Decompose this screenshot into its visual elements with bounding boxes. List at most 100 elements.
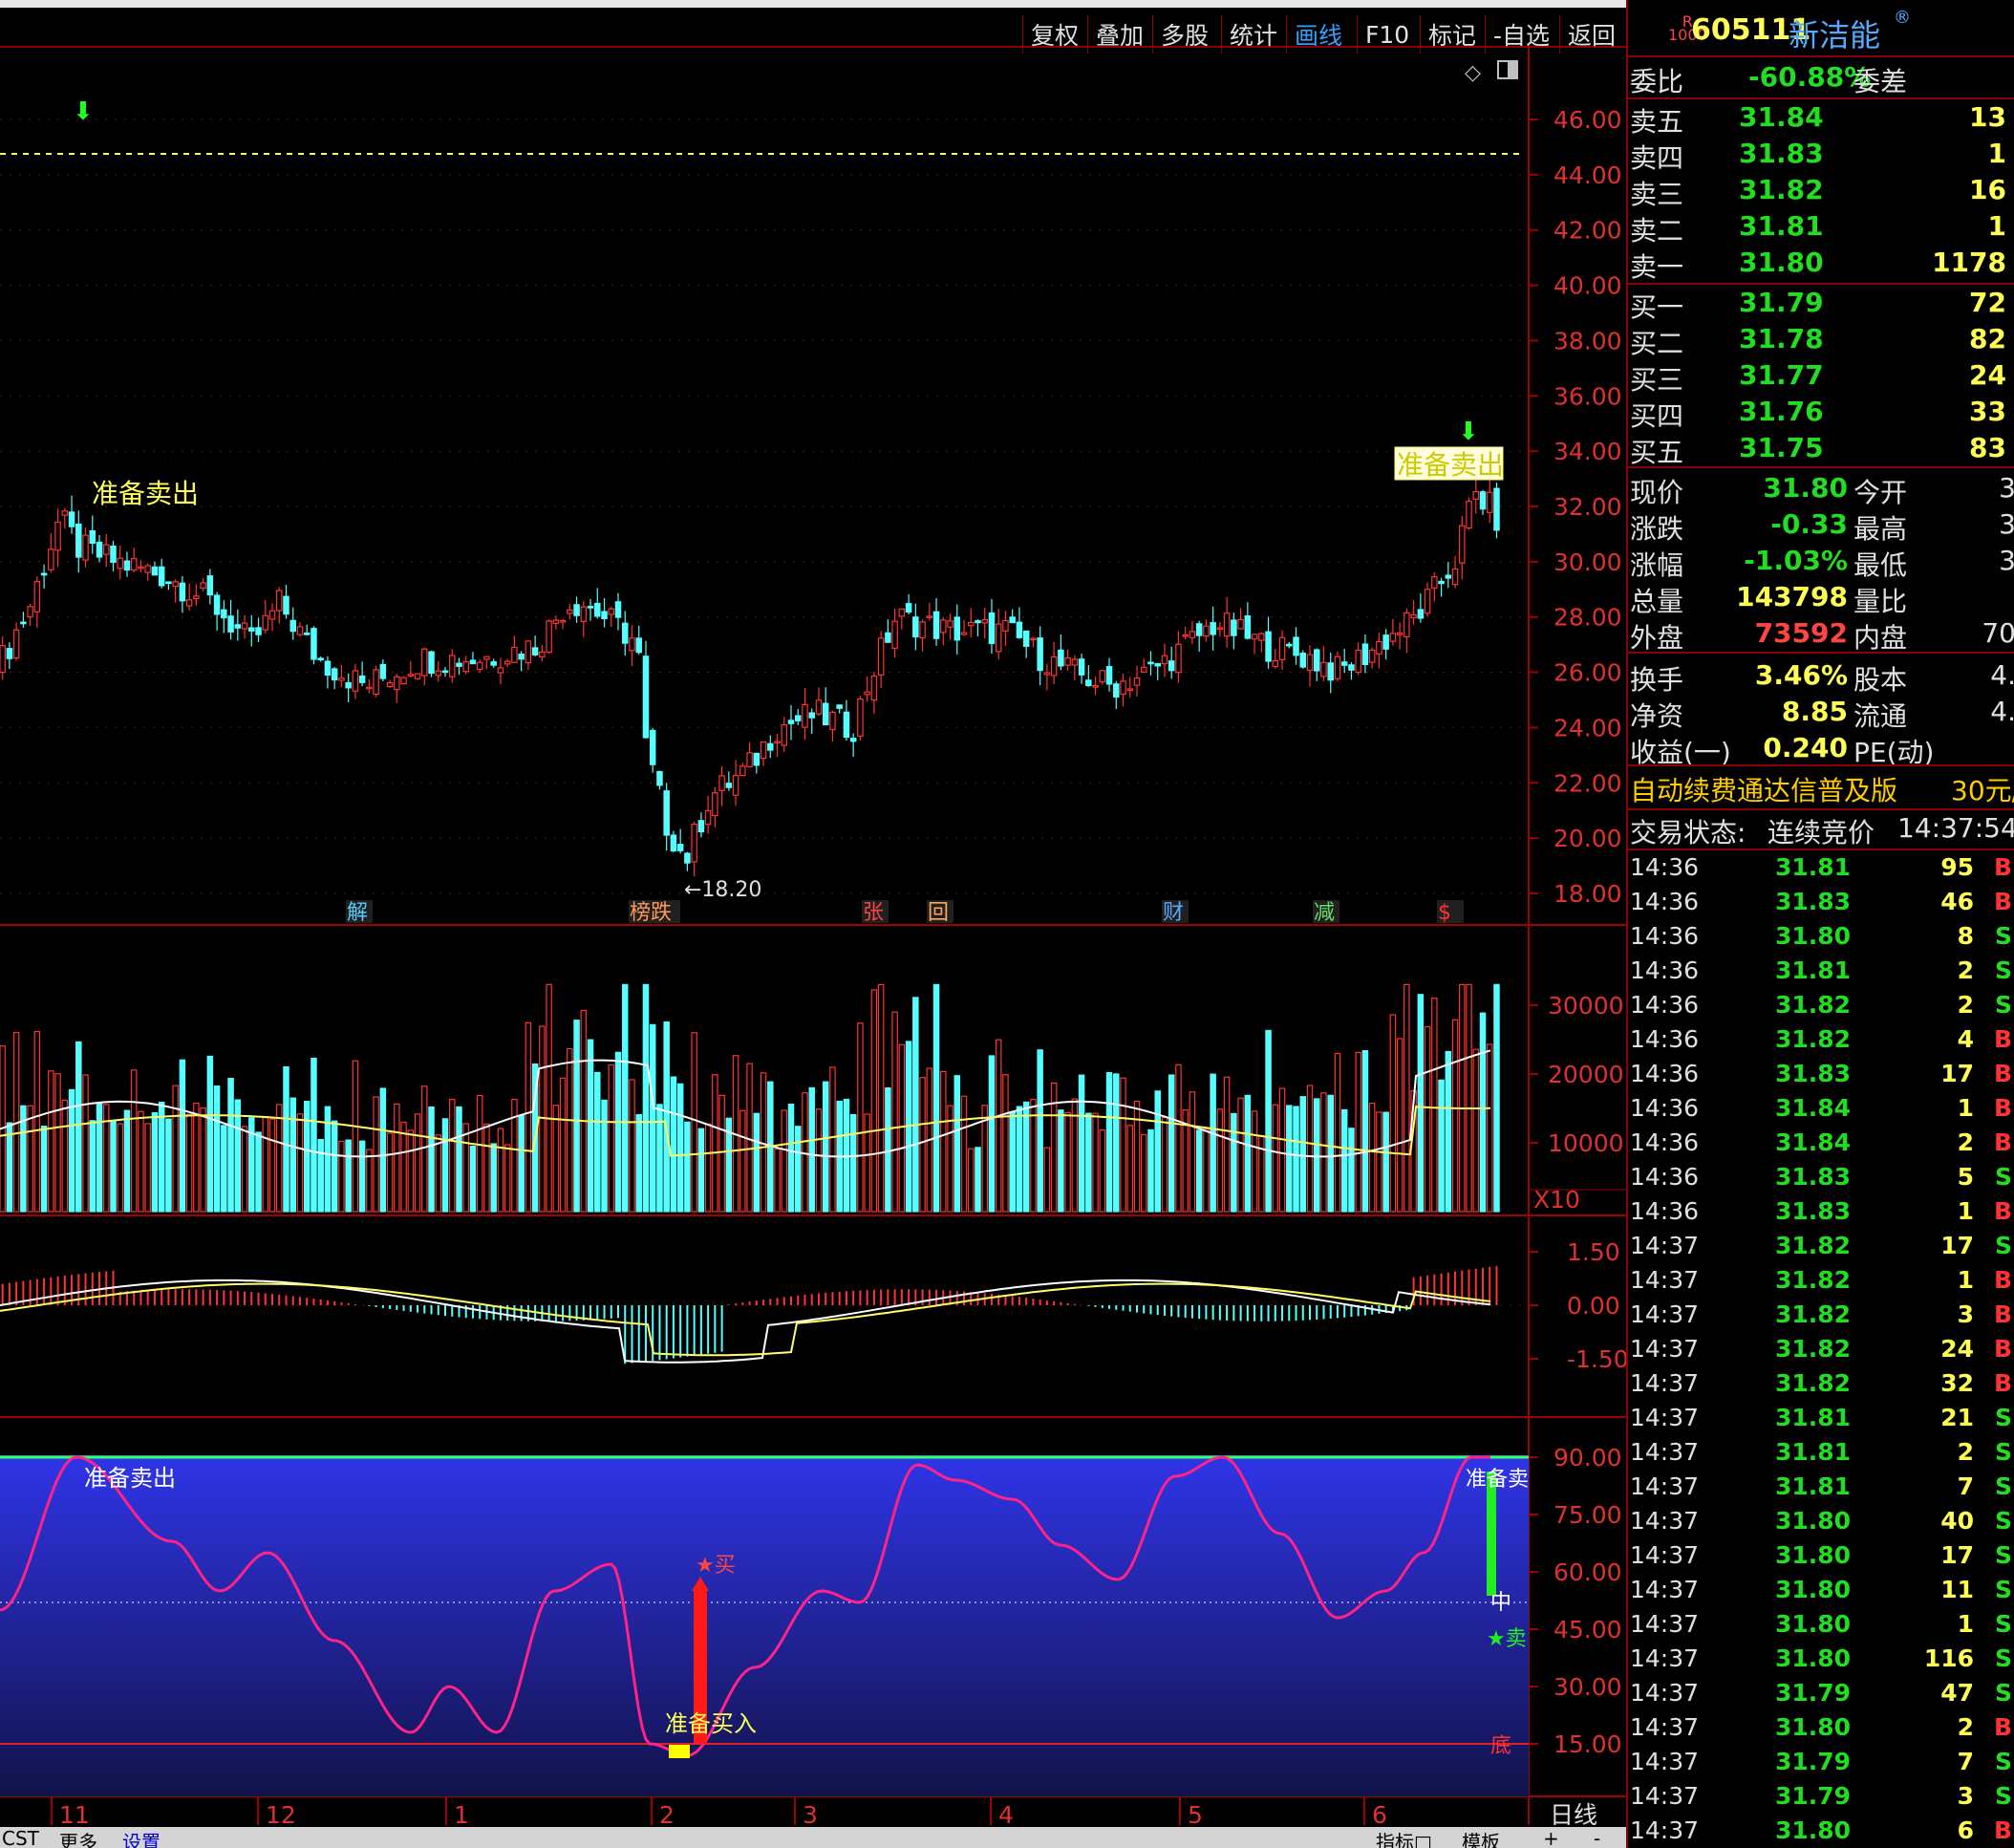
bid-row[interactable]: 买五 31.75 83 xyxy=(1628,432,2014,468)
event-marker[interactable]: 张 xyxy=(863,901,884,925)
price-axis-label: 36.00 xyxy=(1553,382,1622,410)
zoom-in-button[interactable]: + xyxy=(1543,1827,1559,1848)
fuquan-button[interactable]: 复权 xyxy=(1022,15,1086,54)
volume-bar xyxy=(138,1110,144,1213)
kline-chart[interactable]: 46.0044.0042.0040.0038.0036.0034.0032.00… xyxy=(0,48,1626,1848)
candle-body xyxy=(1493,487,1500,531)
volume-ma10-line xyxy=(0,1106,1491,1157)
candle-body xyxy=(621,622,629,644)
candle-body xyxy=(926,615,933,619)
draw-line-button[interactable]: 画线 xyxy=(1286,15,1350,54)
volume-bar xyxy=(704,1123,712,1213)
candle-body xyxy=(663,790,670,836)
settings-tab[interactable]: 设置 xyxy=(122,1831,161,1848)
candle-body xyxy=(1231,619,1237,636)
candle-body xyxy=(1348,664,1355,671)
ask-row[interactable]: 卖四 31.83 1 xyxy=(1628,138,2014,174)
candle-body xyxy=(428,651,435,675)
candle-body xyxy=(1147,661,1154,665)
event-marker[interactable]: $ xyxy=(1438,901,1451,925)
osc-right-sell-label: 准备卖 xyxy=(1466,1468,1529,1492)
fin-row: 换手 3.46% 股本 4. xyxy=(1628,659,2014,696)
candle-body xyxy=(1140,666,1147,673)
ad-price[interactable]: 30元/ xyxy=(1951,775,2014,806)
tick-volume: 5 xyxy=(1957,1163,1974,1191)
tick-row: 14:37 31.80 116 S xyxy=(1628,1644,2014,1679)
volume-bar xyxy=(1210,1073,1216,1213)
sell-signal-bar xyxy=(1487,1472,1496,1596)
template-button[interactable]: 模板 xyxy=(1462,1831,1500,1848)
candle-body xyxy=(1396,632,1403,635)
tick-side: S xyxy=(1994,1163,2012,1191)
ask-volume: 1178 xyxy=(1932,247,2006,278)
candle-body xyxy=(303,632,311,635)
candle-body xyxy=(794,715,802,721)
quote-value2: 3 xyxy=(1999,472,2014,504)
ask-row[interactable]: 卖三 31.82 16 xyxy=(1628,174,2014,210)
zoom-out-button[interactable]: - xyxy=(1594,1827,1601,1848)
volume-bar xyxy=(808,1086,815,1213)
tick-row: 14:37 31.79 47 S xyxy=(1628,1679,2014,1713)
month-label: 6 xyxy=(1372,1801,1387,1829)
quote-value: 143798 xyxy=(1736,581,1848,612)
candle-body xyxy=(476,661,483,671)
volume-bar xyxy=(712,1074,718,1213)
month-label: 11 xyxy=(59,1801,90,1829)
candle-body xyxy=(1438,580,1445,585)
ask-row[interactable]: 卖五 31.84 13 xyxy=(1628,101,2014,138)
ad-text[interactable]: 自动续费通达信普及版 xyxy=(1630,775,1898,806)
event-marker[interactable]: 回 xyxy=(928,901,949,925)
watchlist-button[interactable]: -自选 xyxy=(1485,15,1557,54)
bid-row[interactable]: 买四 31.76 33 xyxy=(1628,396,2014,432)
mark-button[interactable]: 标记 xyxy=(1420,15,1484,54)
tick-side: B xyxy=(1993,853,2012,881)
volume-bar xyxy=(490,1143,497,1213)
bid-label: 买二 xyxy=(1630,328,1684,359)
ask-row[interactable]: 卖一 31.80 1178 xyxy=(1628,247,2014,283)
more-tab[interactable]: 更多 xyxy=(59,1831,97,1848)
volume-bar xyxy=(829,1066,836,1213)
volume-bar xyxy=(48,1070,54,1213)
bid-row[interactable]: 买一 31.79 72 xyxy=(1628,287,2014,323)
candle-body xyxy=(1154,662,1161,667)
diamond-icon[interactable]: ◇ xyxy=(1465,61,1481,85)
back-button[interactable]: 返回 xyxy=(1559,15,1623,54)
cst-label[interactable]: CST xyxy=(2,1827,39,1848)
event-marker[interactable]: 财 xyxy=(1163,901,1184,925)
volume-bar xyxy=(822,1081,829,1213)
quote-row: 涨幅 -1.03% 最低 3 xyxy=(1628,545,2014,581)
candle-body xyxy=(787,720,795,724)
bid-row[interactable]: 买二 31.78 82 xyxy=(1628,323,2014,359)
candle-body xyxy=(151,566,159,576)
candle-body xyxy=(1085,679,1092,687)
indicator-lines xyxy=(0,1049,1491,1757)
ask-row[interactable]: 卖二 31.81 1 xyxy=(1628,210,2014,247)
overlay-button[interactable]: 叠加 xyxy=(1087,15,1151,54)
stats-button[interactable]: 统计 xyxy=(1221,15,1285,54)
volume-bar xyxy=(594,1071,601,1213)
event-marker[interactable]: 解 xyxy=(347,901,368,925)
bid-row[interactable]: 买三 31.77 24 xyxy=(1628,359,2014,396)
candle-body xyxy=(546,620,552,654)
tick-row: 14:37 31.82 32 B xyxy=(1628,1369,2014,1404)
f10-button[interactable]: F10 xyxy=(1357,15,1417,54)
ad-row[interactable]: 自动续费通达信普及版 30元/ xyxy=(1628,770,2014,806)
candle-body xyxy=(6,648,13,659)
price-axis-label: 18.00 xyxy=(1553,880,1622,908)
candle-body xyxy=(829,711,836,731)
volume-bar xyxy=(1472,1048,1480,1213)
indicator-button[interactable]: 指标□ xyxy=(1376,1831,1432,1848)
event-marker[interactable]: 榜跌 xyxy=(630,901,672,925)
candlesticks xyxy=(0,475,1500,877)
candle-body xyxy=(1223,612,1231,637)
candle-body xyxy=(1030,637,1037,641)
candle-body xyxy=(1486,491,1493,513)
tick-time: 14:37 xyxy=(1630,1541,1700,1569)
tick-volume: 47 xyxy=(1940,1679,1974,1707)
multi-stock-button[interactable]: 多股 xyxy=(1152,15,1216,54)
tick-time: 14:36 xyxy=(1630,956,1700,984)
period-label[interactable]: 日线 xyxy=(1550,1801,1597,1829)
event-marker[interactable]: 减 xyxy=(1314,901,1335,925)
volume-bar xyxy=(1009,1111,1016,1213)
candle-body xyxy=(248,627,255,632)
